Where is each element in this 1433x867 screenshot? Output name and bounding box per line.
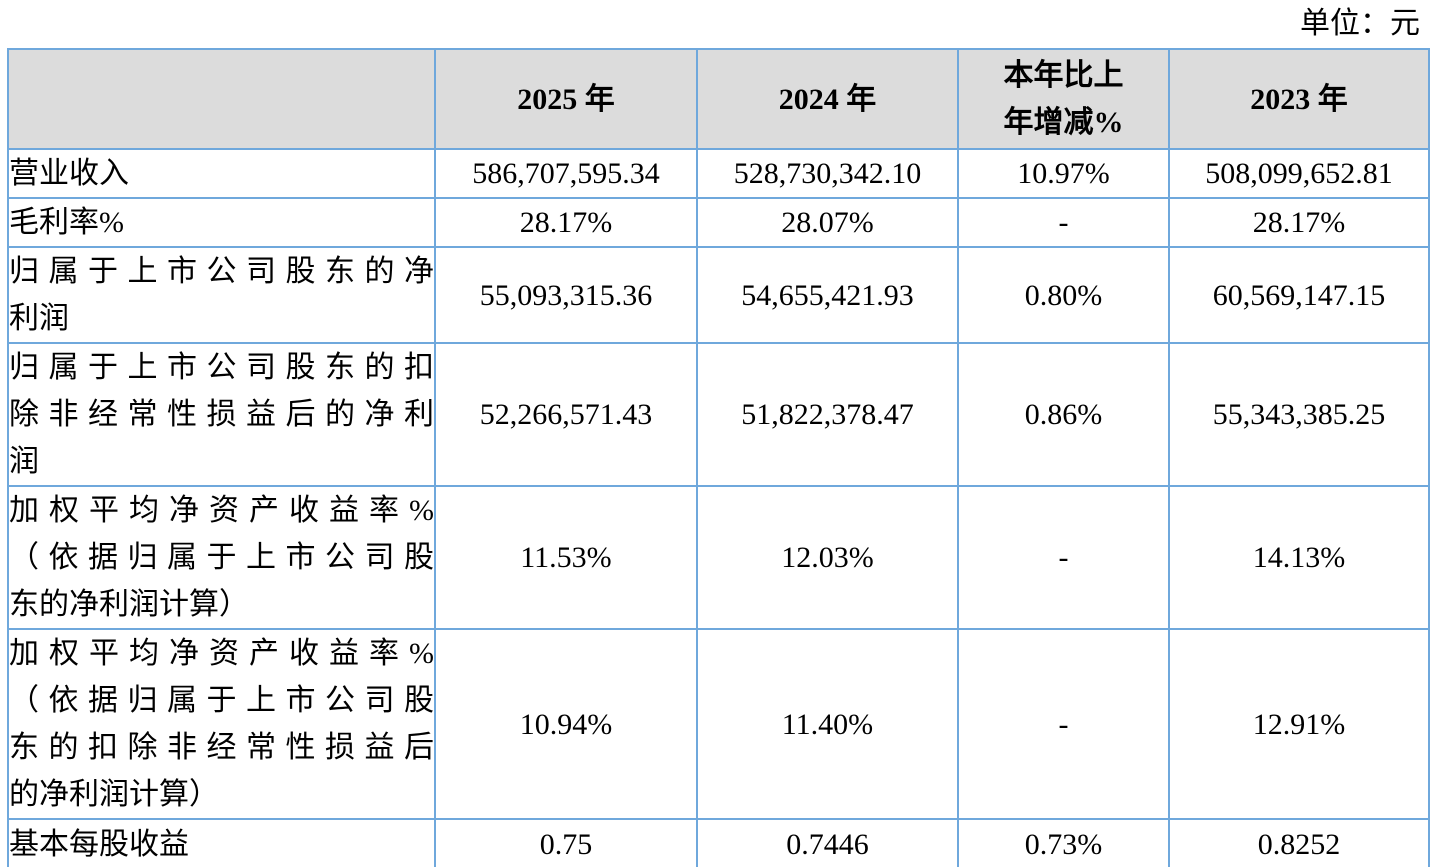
corner-header-cell (7, 48, 436, 150)
cell-value: 28.17% (434, 197, 698, 248)
cell-value: 55,093,315.36 (434, 246, 698, 344)
table-row: 毛利率% 28.17% 28.07% - 28.17% (7, 197, 1430, 248)
table-row: 归属于上市公司股东的净 利润 55,093,315.36 54,655,421.9… (7, 246, 1430, 344)
cell-value: - (957, 197, 1170, 248)
row-label-weighted-avg-roe-deducting-nonrecurring: 加权平均净资产收益率% （依据归属于上市公司股 东的扣除非经常性损益后 的净利润计算） (7, 628, 436, 820)
cell-value: 0.86% (957, 342, 1170, 487)
cell-value: 28.07% (696, 197, 959, 248)
cell-value: 528,730,342.10 (696, 148, 959, 199)
cell-value: 0.8252 (1168, 818, 1430, 867)
table-row: 营业收入 586,707,595.34 528,730,342.10 10.97… (7, 148, 1430, 199)
row-label-operating-revenue: 营业收入 (7, 148, 436, 199)
column-header-2023: 2023 年 (1168, 48, 1430, 150)
cell-value: 11.40% (696, 628, 959, 820)
cell-value: 0.7446 (696, 818, 959, 867)
column-header-yoy-change-text: 本年比上 年增减% (1003, 59, 1124, 139)
cell-value: - (957, 628, 1170, 820)
row-label-net-profit-deducting-nonrecurring: 归属于上市公司股东的扣 除非经常性损益后的净利润 (7, 342, 436, 487)
cell-value: 10.97% (957, 148, 1170, 199)
financial-summary-table: 2025 年 2024 年 本年比上 年增减% 2023 年 营业收入 586,… (7, 48, 1430, 867)
table-row: 加权平均净资产收益率% （依据归属于上市公司股 东的净利润计算） 11.53% 12… (7, 485, 1430, 630)
cell-value: 52,266,571.43 (434, 342, 698, 487)
table-row: 归属于上市公司股东的扣 除非经常性损益后的净利润 52,266,571.43 51… (7, 342, 1430, 487)
column-header-2023-text: 2023 年 (1250, 82, 1348, 116)
cell-value: 14.13% (1168, 485, 1430, 630)
cell-value: 0.73% (957, 818, 1170, 867)
cell-value: 0.80% (957, 246, 1170, 344)
cell-value: 508,099,652.81 (1168, 148, 1430, 199)
table-row: 基本每股收益 0.75 0.7446 0.73% 0.8252 (7, 818, 1430, 867)
cell-value: 28.17% (1168, 197, 1430, 248)
column-header-yoy-change: 本年比上 年增减% (957, 48, 1170, 150)
column-header-2025: 2025 年 (434, 48, 698, 150)
cell-value: - (957, 485, 1170, 630)
cell-value: 0.75 (434, 818, 698, 867)
cell-value: 12.03% (696, 485, 959, 630)
cell-value: 12.91% (1168, 628, 1430, 820)
table-row: 加权平均净资产收益率% （依据归属于上市公司股 东的扣除非经常性损益后 的净利润计算）… (7, 628, 1430, 820)
cell-value: 11.53% (434, 485, 698, 630)
cell-value: 586,707,595.34 (434, 148, 698, 199)
unit-label: 单位：元 (1300, 7, 1420, 40)
cell-value: 55,343,385.25 (1168, 342, 1430, 487)
row-label-weighted-avg-roe: 加权平均净资产收益率% （依据归属于上市公司股 东的净利润计算） (7, 485, 436, 630)
table-header-row: 2025 年 2024 年 本年比上 年增减% 2023 年 (7, 48, 1430, 150)
cell-value: 10.94% (434, 628, 698, 820)
column-header-2024-text: 2024 年 (778, 82, 877, 116)
cell-value: 54,655,421.93 (696, 246, 959, 344)
row-label-basic-eps: 基本每股收益 (7, 818, 436, 867)
cell-value: 60,569,147.15 (1168, 246, 1430, 344)
row-label-gross-margin: 毛利率% (7, 197, 436, 248)
column-header-2024: 2024 年 (696, 48, 959, 150)
row-label-net-profit-attributable: 归属于上市公司股东的净 利润 (7, 246, 436, 344)
cell-value: 51,822,378.47 (696, 342, 959, 487)
column-header-2025-text: 2025 年 (517, 82, 615, 116)
